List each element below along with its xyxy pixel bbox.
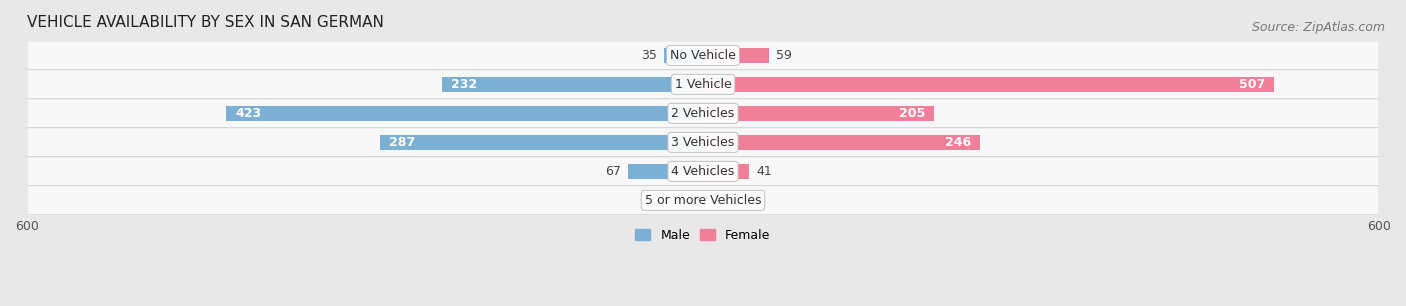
FancyBboxPatch shape — [27, 128, 1379, 157]
Text: 205: 205 — [898, 107, 925, 120]
Bar — [627, 164, 703, 179]
Text: 4 Vehicles: 4 Vehicles — [672, 165, 734, 178]
Text: 5 or more Vehicles: 5 or more Vehicles — [645, 194, 761, 207]
Bar — [703, 77, 1274, 92]
Legend: Male, Female: Male, Female — [630, 224, 776, 247]
Text: 35: 35 — [641, 49, 657, 62]
Bar — [380, 135, 703, 150]
Text: 2 Vehicles: 2 Vehicles — [672, 107, 734, 120]
Text: 67: 67 — [605, 165, 620, 178]
Text: 0: 0 — [686, 194, 695, 207]
Text: 3 Vehicles: 3 Vehicles — [672, 136, 734, 149]
FancyBboxPatch shape — [27, 186, 1379, 215]
FancyBboxPatch shape — [27, 99, 1379, 128]
Text: 59: 59 — [776, 49, 792, 62]
Text: No Vehicle: No Vehicle — [671, 49, 735, 62]
Text: 41: 41 — [756, 165, 772, 178]
Text: 246: 246 — [945, 136, 972, 149]
FancyBboxPatch shape — [27, 70, 1379, 99]
Bar — [664, 48, 703, 63]
Bar — [703, 164, 749, 179]
Text: 1 Vehicle: 1 Vehicle — [675, 78, 731, 91]
Text: 507: 507 — [1239, 78, 1265, 91]
Text: VEHICLE AVAILABILITY BY SEX IN SAN GERMAN: VEHICLE AVAILABILITY BY SEX IN SAN GERMA… — [27, 15, 384, 30]
Text: 232: 232 — [450, 78, 477, 91]
Text: 423: 423 — [235, 107, 262, 120]
Bar — [703, 106, 934, 121]
Text: Source: ZipAtlas.com: Source: ZipAtlas.com — [1251, 21, 1385, 34]
Bar — [441, 77, 703, 92]
FancyBboxPatch shape — [27, 41, 1379, 70]
Bar — [226, 106, 703, 121]
Bar — [703, 48, 769, 63]
Text: 0: 0 — [711, 194, 720, 207]
FancyBboxPatch shape — [27, 157, 1379, 186]
Text: 287: 287 — [388, 136, 415, 149]
Bar — [703, 135, 980, 150]
